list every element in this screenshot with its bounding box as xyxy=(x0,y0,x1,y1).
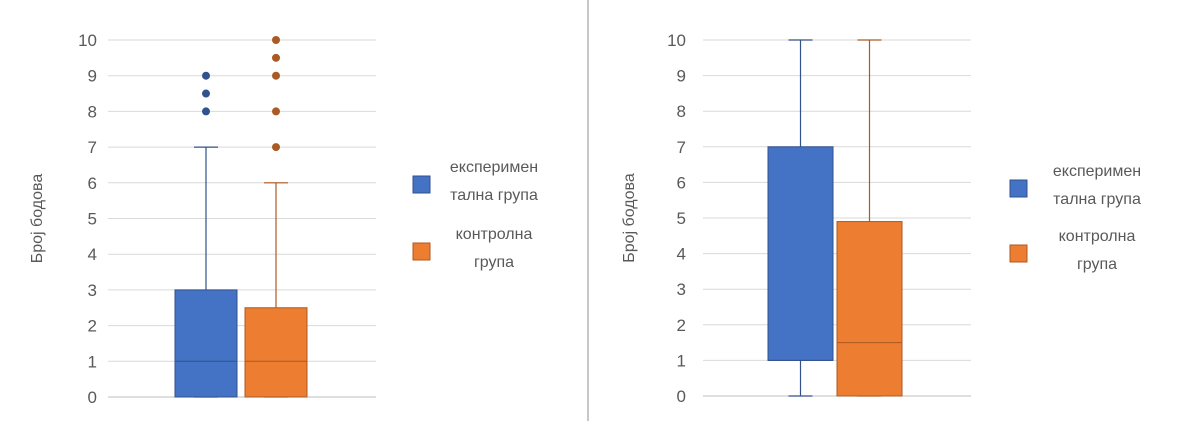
y-tick-label: 3 xyxy=(88,281,97,300)
legend-label: тална група xyxy=(1053,191,1141,208)
box-iqr xyxy=(174,289,238,398)
outlier-point xyxy=(202,71,210,80)
chart-left-svg: 0 1 2 3 4 5 6 7 8 9 10 Број бодова експеримен тална г… xyxy=(29,31,538,407)
y-tick-label: 4 xyxy=(677,245,686,264)
box-iqr xyxy=(836,221,903,397)
legend-label: група xyxy=(474,254,514,271)
legend-label: тална група xyxy=(450,187,538,204)
boxplot-chart-left: 0 1 2 3 4 5 6 7 8 9 10 Број бодова експеримен тална г… xyxy=(0,0,588,421)
box-experimental xyxy=(767,39,834,397)
y-tick-label: 9 xyxy=(677,67,686,86)
y-tick-label: 8 xyxy=(88,102,97,121)
y-axis-title: Број бодова xyxy=(621,173,638,263)
outlier-point xyxy=(202,107,210,116)
box-control xyxy=(244,36,308,398)
y-tick-label: 6 xyxy=(88,174,97,193)
box-experimental xyxy=(174,71,238,398)
y-tick-label: 1 xyxy=(677,351,686,370)
legend-swatch xyxy=(1009,244,1028,263)
y-tick-label: 5 xyxy=(88,210,97,229)
legend-swatch xyxy=(1009,179,1028,198)
y-tick-label: 4 xyxy=(88,245,97,264)
legend-label: контролна xyxy=(1059,228,1136,245)
outlier-point xyxy=(272,107,280,116)
legend-label: експеримен xyxy=(1053,163,1141,180)
y-tick-label: 10 xyxy=(78,31,97,50)
y-tick-label: 2 xyxy=(88,317,97,336)
legend-swatch xyxy=(412,242,431,261)
chart-right-svg: 0 1 2 3 4 5 6 7 8 9 10 Број бодова експеримен тална г… xyxy=(621,31,1141,406)
y-tick-label: 8 xyxy=(677,102,686,121)
y-tick-label: 9 xyxy=(88,67,97,86)
outlier-point xyxy=(272,143,280,152)
box-control xyxy=(836,39,903,397)
y-tick-label: 2 xyxy=(677,316,686,335)
box-iqr xyxy=(767,146,834,361)
box-iqr xyxy=(244,307,308,398)
boxplot-chart-right: 0 1 2 3 4 5 6 7 8 9 10 Број бодова експеримен тална г… xyxy=(590,0,1181,421)
y-tick-label: 3 xyxy=(677,280,686,299)
y-tick-label: 5 xyxy=(677,209,686,228)
panel-divider xyxy=(587,0,589,421)
legend-label: група xyxy=(1077,256,1117,273)
y-tick-label: 7 xyxy=(88,138,97,157)
outlier-point xyxy=(272,71,280,80)
y-tick-label: 10 xyxy=(667,31,686,50)
y-tick-label: 0 xyxy=(88,388,97,407)
y-tick-label: 1 xyxy=(88,352,97,371)
legend-swatch xyxy=(412,175,431,194)
y-tick-label: 0 xyxy=(677,387,686,406)
outlier-point xyxy=(272,36,280,44)
outlier-point xyxy=(272,53,280,62)
y-axis-title: Број бодова xyxy=(29,174,46,264)
legend-label: експеримен xyxy=(450,159,538,176)
y-tick-label: 7 xyxy=(677,138,686,157)
y-tick-label: 6 xyxy=(677,173,686,192)
outlier-point xyxy=(202,89,210,98)
legend-label: контролна xyxy=(456,226,533,243)
